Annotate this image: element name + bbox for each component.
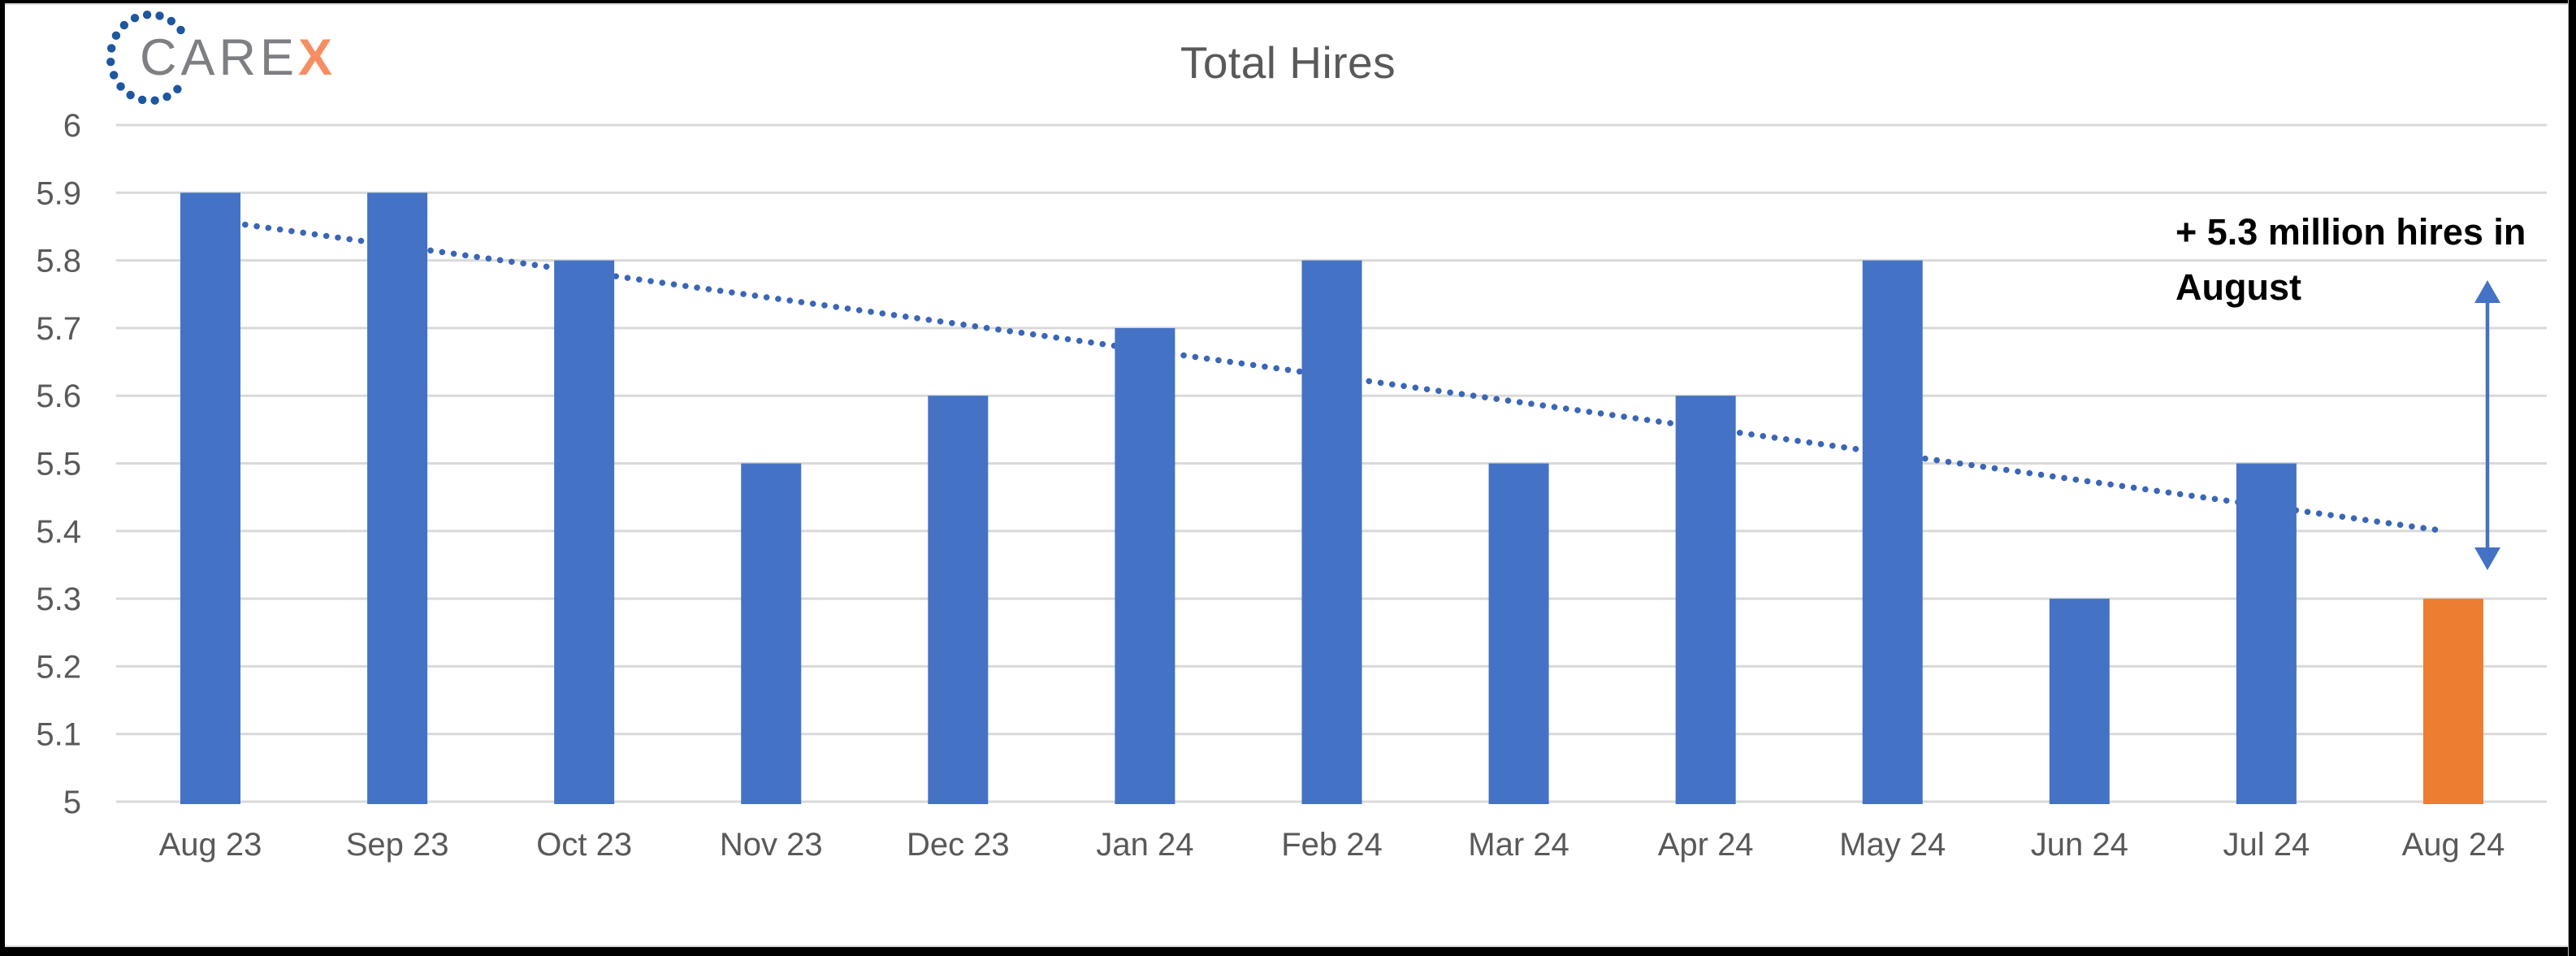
y-axis-tick-label: 5.7: [36, 311, 81, 347]
x-axis-tick-label: Mar 24: [1468, 827, 1569, 863]
carex-logo: CAREX: [0, 0, 390, 114]
logo-dot: [126, 90, 135, 100]
x-axis-tick-label: Oct 23: [536, 827, 632, 863]
logo-dot: [106, 57, 115, 67]
x-axis-tick-label: Nov 23: [720, 827, 823, 863]
y-axis-tick-label: 5.1: [36, 717, 81, 753]
bar-jul-24: [2236, 463, 2297, 804]
logo-dot: [111, 31, 121, 41]
logo-dot-circle-icon: [106, 10, 185, 105]
y-axis-tick-label: 5: [63, 785, 81, 820]
bar-apr-24: [1675, 396, 1736, 804]
annotation-arrow-head-down: [2474, 547, 2500, 570]
logo-dot: [167, 16, 176, 26]
annotation-arrow-head-up: [2474, 280, 2500, 303]
logo-dot: [150, 96, 159, 105]
x-axis-tick-label: Feb 24: [1281, 827, 1383, 863]
bar-dec-23: [928, 396, 989, 804]
logo-dot: [162, 92, 171, 102]
logo-dot: [142, 10, 152, 19]
logo-x-text: X: [298, 29, 333, 86]
bar-nov-23: [741, 463, 802, 804]
logo-dot: [119, 20, 129, 30]
bar-sep-23: [367, 192, 428, 805]
chart-title: Total Hires: [1180, 37, 1396, 88]
bar-aug-24: [2422, 599, 2483, 804]
x-axis-tick-label: Jun 24: [2031, 827, 2128, 863]
annotation-line-2: August: [2176, 266, 2301, 308]
logo-dot: [106, 44, 116, 53]
x-axis-tick-label: Jan 24: [1096, 827, 1193, 863]
y-axis-tick-label: 5.8: [36, 244, 81, 279]
x-axis-tick-label: May 24: [1839, 827, 1946, 863]
y-axis-tick-label: 5.6: [36, 379, 81, 414]
x-axis-tick-label: Aug 23: [159, 827, 262, 863]
x-axis-tick-label: Aug 24: [2402, 827, 2505, 863]
bar-jun-24: [2049, 599, 2110, 804]
logo-dot: [109, 71, 119, 80]
annotation-line-1: + 5.3 million hires in: [2176, 211, 2526, 253]
logo-dot: [155, 11, 164, 20]
logo-dot: [173, 84, 182, 93]
bar-oct-23: [554, 260, 615, 805]
bar-mar-24: [1488, 463, 1549, 804]
y-axis-tick-label: 5.9: [36, 175, 81, 211]
y-axis-tick-label: 6: [63, 108, 81, 144]
x-axis-tick-label: Dec 23: [907, 827, 1010, 863]
y-axis-tick-label: 5.2: [36, 649, 81, 685]
y-axis-tick-label: 5.3: [36, 582, 81, 617]
chart-annotation: + 5.3 million hires in August: [2176, 205, 2576, 315]
bar-may-24: [1862, 260, 1923, 805]
y-axis-tick-label: 5.4: [36, 514, 81, 550]
logo-dot: [130, 13, 140, 23]
x-axis-tick-label: Apr 24: [1658, 827, 1754, 863]
logo-dot: [116, 82, 125, 91]
bar-feb-24: [1301, 260, 1362, 805]
x-axis-tick-label: Sep 23: [346, 827, 449, 863]
logo-wordmark: CAREX: [140, 29, 333, 86]
logo-dot: [137, 95, 147, 105]
y-axis-tick-label: 5.5: [36, 447, 81, 482]
logo-care-text: CARE: [140, 29, 299, 86]
bar-aug-23: [180, 192, 240, 805]
logo-dot: [176, 25, 185, 35]
bar-jan-24: [1115, 327, 1175, 804]
x-axis-tick-label: Jul 24: [2223, 827, 2310, 863]
